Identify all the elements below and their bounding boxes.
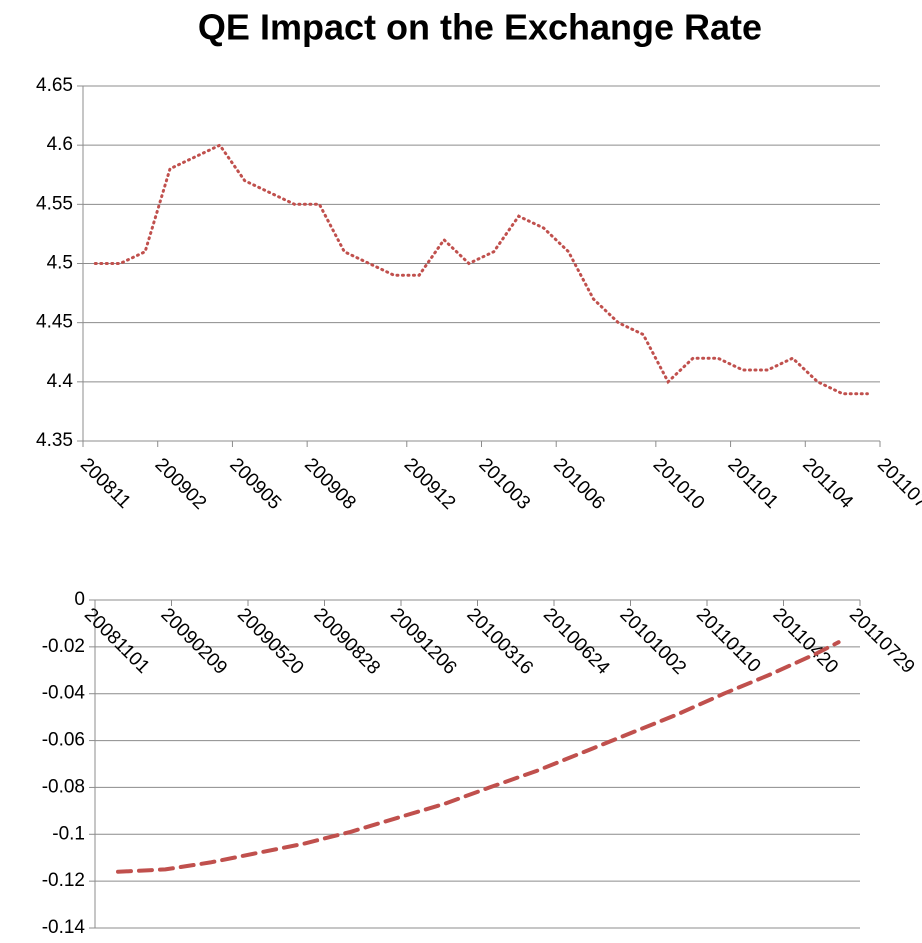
x-tick-label: 20081101 (80, 604, 154, 678)
y-tick-label: -0.12 (42, 870, 85, 891)
y-tick-label: -0.1 (52, 823, 85, 844)
x-tick-label: 201107 (873, 454, 922, 513)
y-tick-label: -0.06 (42, 730, 85, 751)
x-tick-label: 20090828 (309, 604, 384, 679)
x-tick-label: 201003 (474, 454, 534, 514)
x-tick-label: 20090520 (233, 604, 308, 679)
y-tick-label: 4.65 (36, 75, 73, 96)
x-tick-label: 200908 (300, 454, 360, 514)
x-tick-label: 20110420 (768, 604, 842, 678)
x-tick-label: 200912 (400, 454, 460, 514)
y-tick-label: 4.4 (47, 371, 74, 392)
y-tick-label: 4.55 (36, 193, 73, 214)
x-tick-label: 200902 (151, 454, 211, 514)
y-tick-label: 4.5 (47, 253, 73, 274)
y-tick-label: -0.02 (42, 636, 85, 657)
x-tick-label: 201104 (798, 454, 857, 513)
x-tick-label: 20100624 (539, 604, 614, 679)
x-tick-label: 201101 (723, 454, 782, 513)
y-tick-label: -0.08 (42, 776, 85, 797)
chart-title: QE Impact on the Exchange Rate (198, 7, 762, 48)
data-line (93, 143, 869, 396)
y-tick-label: 4.45 (36, 312, 73, 333)
y-tick-label: -0.04 (42, 683, 86, 704)
x-tick-label: 200811 (76, 454, 135, 513)
x-tick-label: 201010 (649, 454, 709, 514)
x-tick-label: 20090209 (156, 604, 231, 679)
y-tick-label: 4.35 (36, 430, 73, 451)
x-tick-label: 20110729 (845, 604, 919, 678)
x-tick-label: 20100316 (462, 604, 537, 679)
y-tick-label: 0 (74, 589, 85, 610)
x-tick-label: 20110110 (692, 604, 765, 677)
x-tick-label: 20101002 (615, 604, 690, 679)
x-tick-label: 200905 (225, 454, 285, 514)
x-tick-label: 20091206 (386, 604, 461, 679)
data-line (116, 640, 841, 874)
x-tick-label: 201006 (549, 454, 609, 514)
y-tick-label: -0.14 (42, 917, 86, 938)
y-tick-label: 4.6 (47, 134, 73, 155)
